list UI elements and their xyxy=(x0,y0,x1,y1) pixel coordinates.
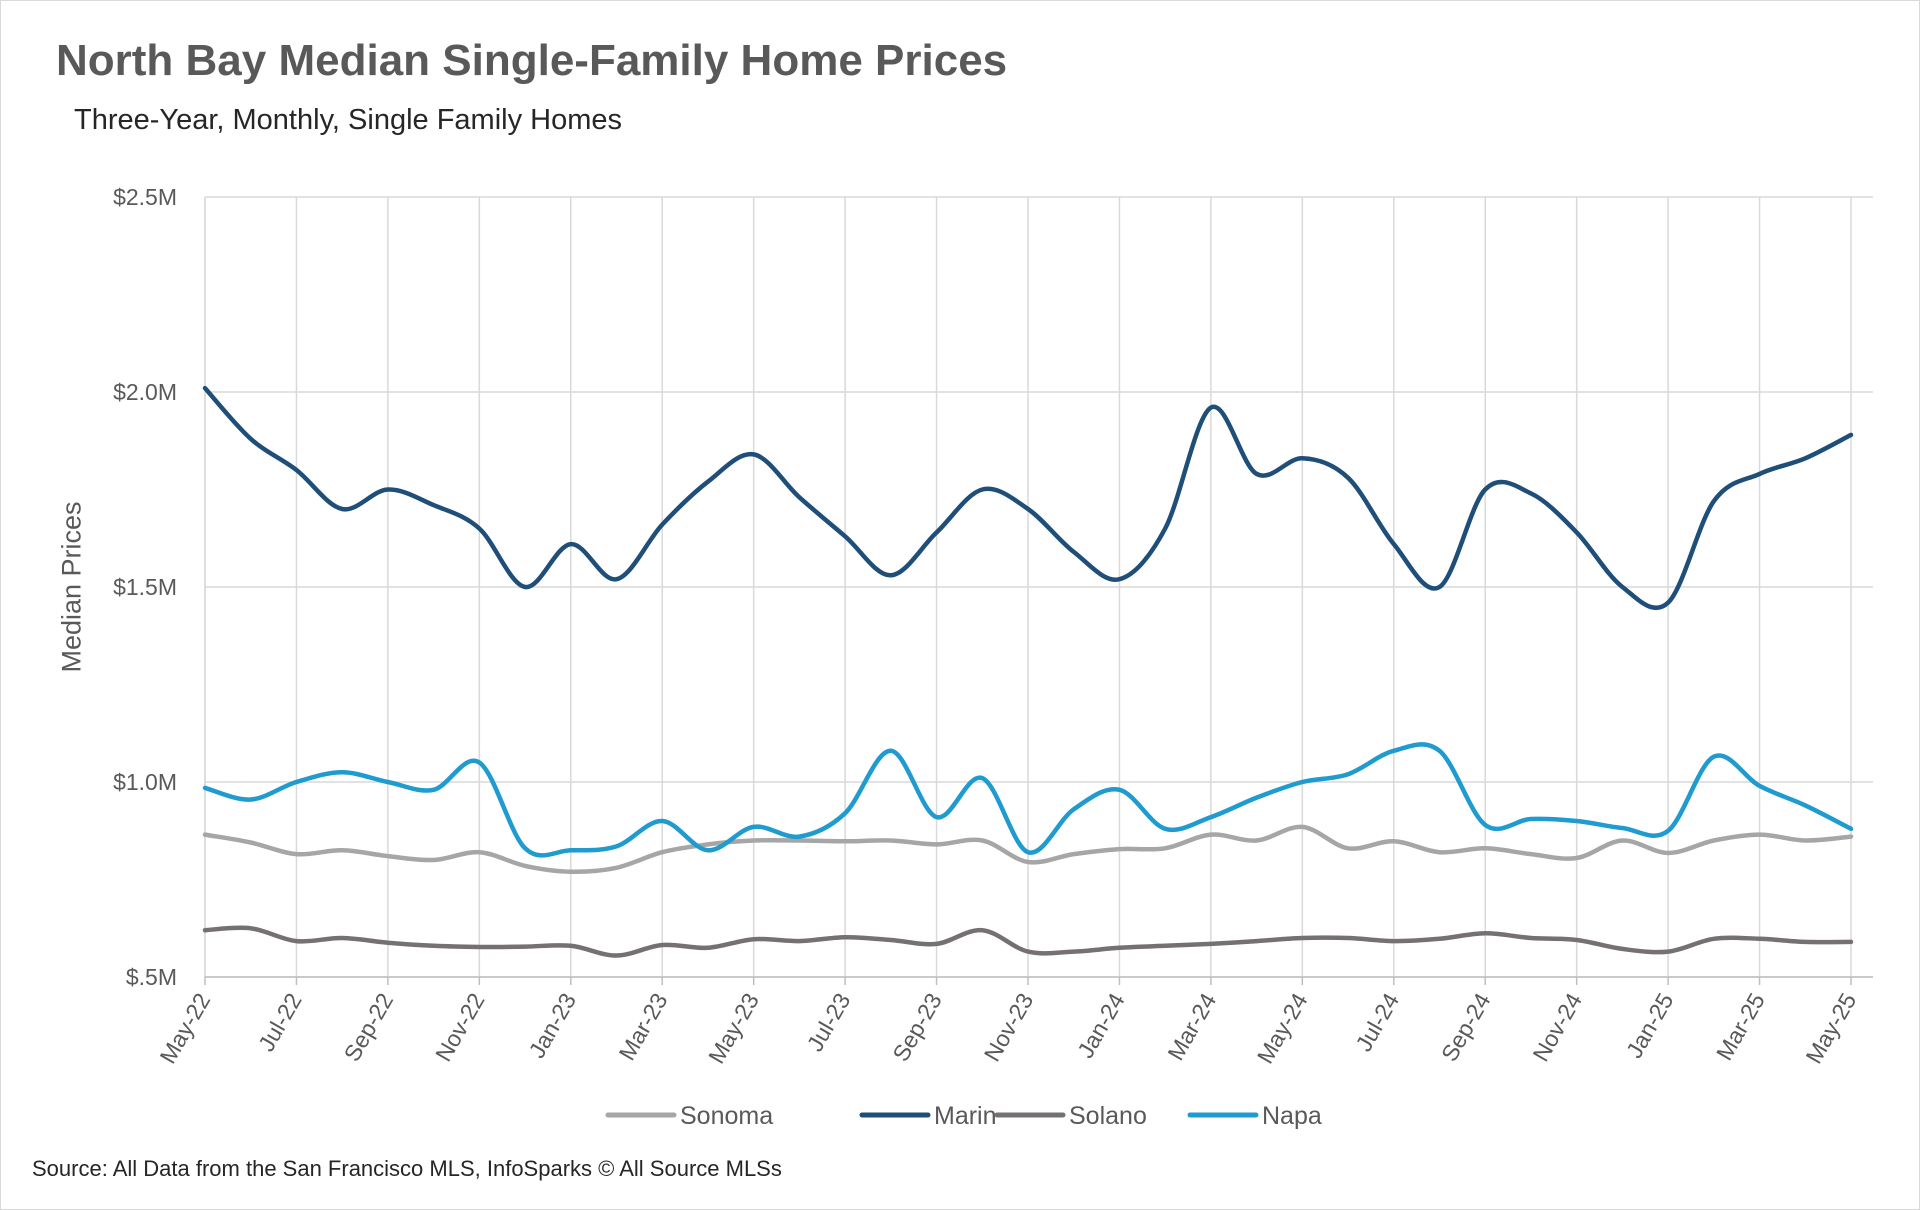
chart-subtitle: Three-Year, Monthly, Single Family Homes xyxy=(74,104,622,136)
x-tick-label: Mar-25 xyxy=(1711,989,1770,1065)
x-tick-label: Jul-24 xyxy=(1350,988,1404,1055)
source-note: Source: All Data from the San Francisco … xyxy=(32,1156,782,1181)
x-tick-label: Sep-23 xyxy=(887,989,947,1066)
x-tick-label: Jan-24 xyxy=(1072,988,1130,1062)
legend-label-marin: Marin xyxy=(934,1102,997,1130)
legend-label-napa: Napa xyxy=(1262,1102,1322,1130)
chart-title: North Bay Median Single-Family Home Pric… xyxy=(56,36,1008,85)
x-tick-label: May-23 xyxy=(703,989,764,1068)
x-tick-label: Mar-24 xyxy=(1162,988,1221,1064)
x-tick-label: May-22 xyxy=(154,989,215,1068)
series-line-solano xyxy=(202,925,1854,958)
x-tick-label: Jul-22 xyxy=(253,989,307,1056)
x-tick-label: Jan-25 xyxy=(1621,989,1679,1063)
x-tick-label: Jan-23 xyxy=(523,989,581,1063)
x-tick-label: Mar-23 xyxy=(614,989,673,1065)
y-tick-label: $1.0M xyxy=(113,769,177,795)
x-tick-label: Nov-22 xyxy=(430,989,490,1066)
x-tick-label: Nov-23 xyxy=(979,989,1039,1066)
y-tick-label: $2.0M xyxy=(113,379,177,405)
x-tick-label: Sep-22 xyxy=(339,989,399,1066)
y-tick-label: $.5M xyxy=(126,964,177,990)
series-line-marin xyxy=(202,385,1854,611)
y-tick-label: $1.5M xyxy=(113,574,177,600)
x-tick-label: May-25 xyxy=(1800,989,1861,1068)
series-line-sonoma xyxy=(202,824,1854,874)
x-tick-label: May-24 xyxy=(1252,988,1313,1068)
x-tick-label: Nov-24 xyxy=(1527,988,1587,1065)
legend-label-sonoma: Sonoma xyxy=(680,1102,773,1130)
series-line-napa xyxy=(202,742,1854,858)
legend-label-solano: Solano xyxy=(1069,1102,1147,1130)
x-tick-label: Jul-23 xyxy=(802,989,856,1056)
y-tick-label: $2.5M xyxy=(113,184,177,210)
x-tick-label: Sep-24 xyxy=(1436,988,1496,1065)
